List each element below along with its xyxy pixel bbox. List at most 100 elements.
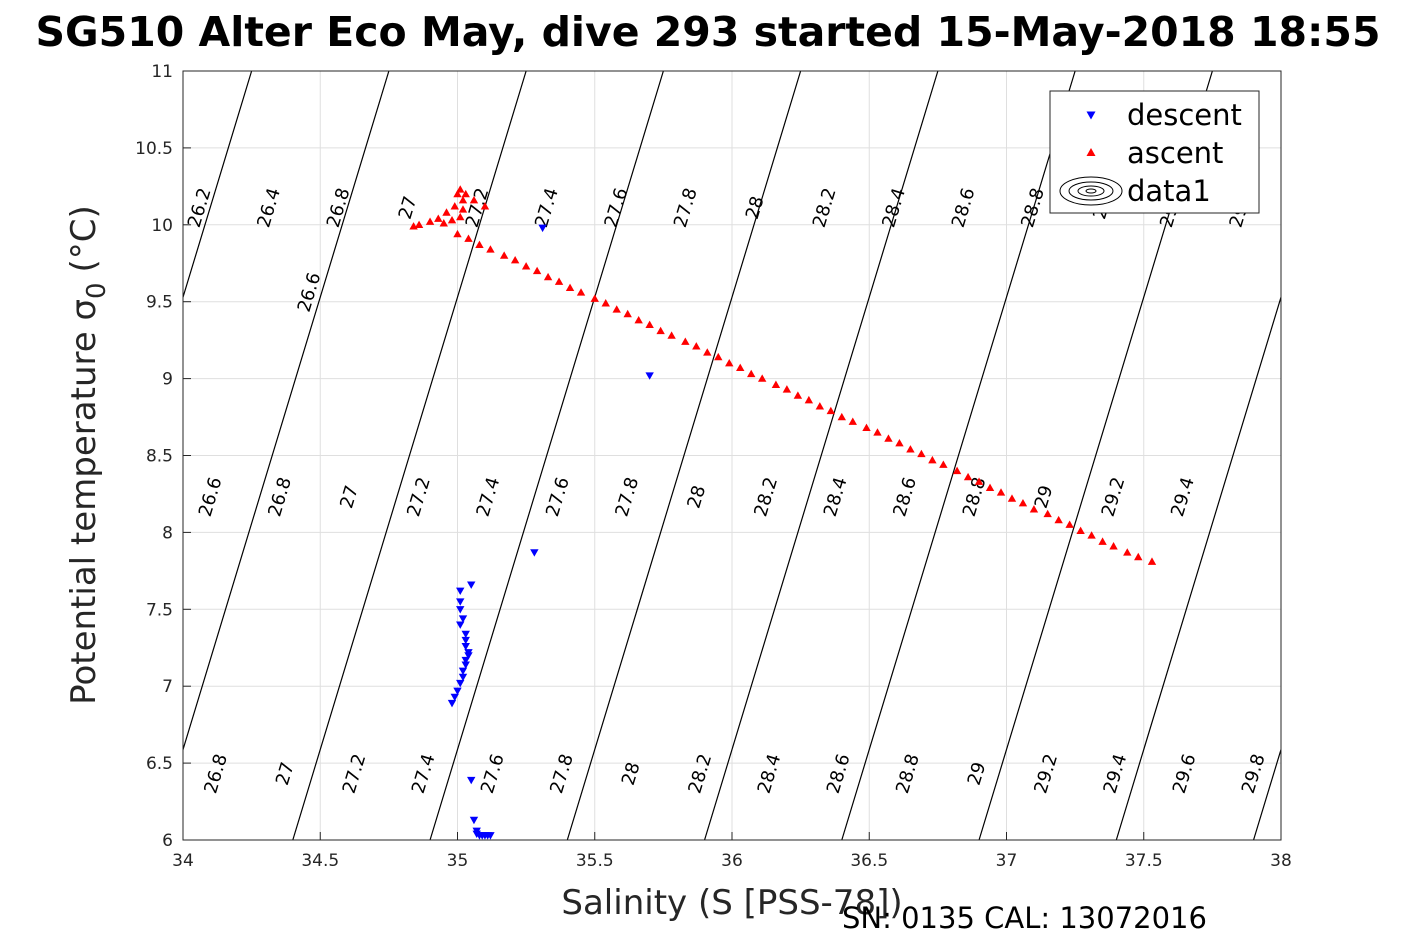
ascent-marker (425, 217, 435, 225)
contour-line-26-6 (292, 71, 527, 840)
descent-series (447, 224, 654, 840)
ascent-marker (952, 466, 962, 475)
ascent-marker (450, 202, 459, 210)
descent-marker (456, 598, 465, 606)
ascent-marker (1065, 520, 1074, 528)
descent-marker (461, 661, 470, 669)
ascent-marker (747, 369, 756, 378)
ascent-marker (510, 255, 520, 264)
x-tick-label-35-5: 35.5 (576, 851, 614, 871)
ascent-marker (815, 402, 825, 410)
descent-marker (450, 693, 459, 702)
ascent-marker (692, 342, 701, 350)
descent-marker (461, 656, 470, 665)
ascent-marker (590, 294, 599, 302)
ascent-marker (434, 214, 443, 222)
ascent-marker (895, 438, 904, 447)
descent-marker (461, 643, 470, 651)
grid-lines (183, 71, 1281, 840)
y-axis-label-subscript: 0 (82, 282, 112, 299)
x-tick-label-34: 34 (172, 851, 194, 871)
descent-marker (645, 372, 654, 380)
ascent-marker (1087, 531, 1096, 539)
descent-marker (456, 606, 465, 614)
ascent-marker (1018, 498, 1028, 507)
ascent-marker (447, 215, 457, 224)
ascent-marker (1007, 494, 1017, 502)
chart-title: SG510 Alter Eco May, dive 293 started 15… (36, 8, 1381, 56)
ascent-marker (963, 472, 973, 481)
x-tick-label-37-5: 37.5 (1125, 851, 1163, 871)
ascent-marker (601, 299, 610, 307)
x-tick-label-36: 36 (721, 851, 743, 871)
y-tick-label-9: 9 (162, 370, 173, 390)
ascent-marker (1054, 515, 1063, 524)
y-tick-label-7: 7 (162, 677, 173, 697)
ascent-marker (996, 488, 1006, 496)
ascent-marker (757, 374, 767, 382)
ascent-marker (458, 205, 468, 213)
descent-marker (456, 679, 465, 688)
y-tick-label-6-5: 6.5 (146, 754, 173, 774)
ascent-marker (1043, 509, 1052, 518)
x-tick-label-37: 37 (996, 851, 1018, 871)
descent-marker (467, 776, 476, 785)
ascent-marker (409, 222, 418, 230)
ascent-marker (464, 234, 473, 242)
ascent-marker (1098, 537, 1107, 545)
contour-line-27-2 (703, 71, 939, 840)
axis-ticks: 34 34.5 35 35.5 36 36.5 37 37.5 38 6 6.5 7 7.5 8 8.5 9 9… (135, 62, 1292, 871)
ascent-marker (554, 277, 564, 285)
y-tick-label-7-5: 7.5 (146, 600, 173, 620)
ascent-marker (1134, 552, 1143, 561)
y-tick-label-9-5: 9.5 (146, 293, 173, 313)
ascent-marker (576, 288, 586, 296)
x-tick-label-35: 35 (447, 851, 469, 871)
ascent-marker (532, 266, 542, 275)
ascent-marker (985, 483, 995, 491)
ascent-marker (917, 449, 926, 458)
ascent-marker (565, 283, 575, 292)
ascent-marker (681, 337, 690, 345)
descent-marker (461, 636, 470, 645)
ascent-marker (453, 229, 462, 238)
ascent-marker (634, 315, 643, 324)
ascent-marker (414, 220, 424, 228)
ascent-marker (1029, 505, 1039, 513)
ascent-marker (703, 348, 712, 356)
ascent-marker (782, 385, 792, 393)
ascent-marker (461, 189, 470, 198)
ascent-marker (725, 359, 734, 367)
ascent-marker (521, 262, 531, 270)
contour-line-26-8 (429, 71, 664, 840)
x-axis-label: Salinity (S [PSS-78]) (561, 883, 902, 923)
ascent-marker (862, 423, 871, 432)
descent-marker (469, 816, 479, 825)
descent-marker (456, 587, 465, 596)
contour-line-28-2 (1391, 71, 1417, 840)
ascent-marker (974, 477, 984, 485)
footer-calibration: SN: 0135 CAL: 13072016 (842, 901, 1207, 935)
ascent-marker (928, 455, 937, 464)
legend-data1-label: data1 (1127, 174, 1211, 208)
ascent-marker (1076, 526, 1085, 535)
ascent-marker (645, 320, 654, 328)
y-tick-label-11: 11 (151, 62, 173, 82)
ascent-marker (475, 240, 484, 248)
ascent-marker (623, 309, 632, 318)
ascent-marker (442, 208, 451, 216)
y-axis-label-unit: (°C) (64, 205, 104, 272)
ascent-marker (1109, 542, 1118, 550)
ascent-marker (714, 352, 723, 361)
ascent-series (409, 185, 1157, 565)
descent-marker (464, 652, 473, 660)
ascent-marker (456, 185, 465, 193)
ascent-marker (480, 202, 490, 210)
y-tick-label-8-5: 8.5 (146, 447, 173, 467)
ascent-marker (1123, 548, 1132, 556)
contour-line-26-4 (183, 71, 390, 752)
descent-marker (461, 630, 470, 639)
descent-marker (456, 621, 465, 629)
ascent-marker (439, 219, 448, 227)
